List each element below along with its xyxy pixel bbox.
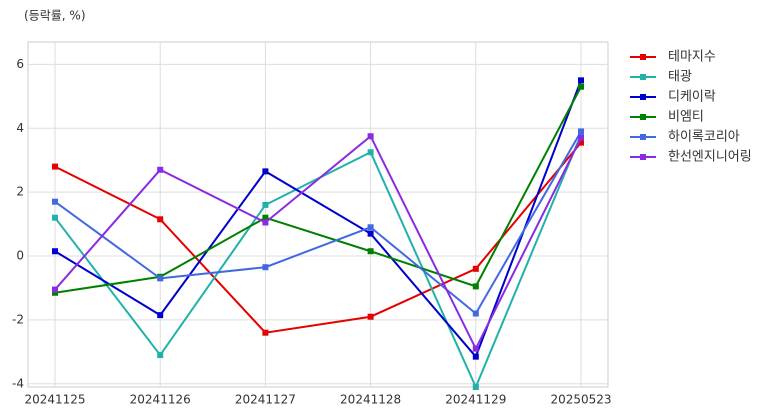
x-tick-label: 20241125 xyxy=(24,393,85,407)
legend-label: 비엠티 xyxy=(668,110,704,125)
series-line xyxy=(54,86,582,294)
point xyxy=(262,219,269,226)
point xyxy=(367,149,374,156)
point xyxy=(472,384,479,390)
point xyxy=(472,283,479,290)
x-tick-label: 20241127 xyxy=(235,393,296,407)
x-tick-label: 20241126 xyxy=(130,393,191,407)
legend-label: 하이록코리아 xyxy=(668,130,740,145)
point xyxy=(157,275,164,282)
point xyxy=(367,224,374,231)
point xyxy=(262,168,269,175)
legend-marker xyxy=(640,94,646,100)
legend-label: 태광 xyxy=(668,70,692,85)
point xyxy=(262,264,269,271)
point xyxy=(52,198,58,205)
chart-title: (등락률, %) xyxy=(24,9,86,23)
y-tick-label: -2 xyxy=(12,312,24,326)
point xyxy=(157,312,164,319)
point xyxy=(52,289,58,296)
point xyxy=(367,133,374,140)
point xyxy=(52,214,58,221)
point xyxy=(262,329,269,336)
point xyxy=(472,353,479,360)
series-line xyxy=(54,141,582,334)
legend-marker xyxy=(640,114,646,120)
point xyxy=(52,163,58,170)
series-line xyxy=(54,134,582,390)
legend-marker xyxy=(640,154,646,160)
series-line xyxy=(54,79,582,359)
x-tick-label: 20241128 xyxy=(340,393,401,407)
point xyxy=(472,265,479,272)
y-tick-label: 6 xyxy=(16,57,24,71)
point xyxy=(262,214,269,221)
y-tick-label: 4 xyxy=(16,121,24,135)
point xyxy=(578,77,584,84)
point xyxy=(367,248,374,255)
legend-label: 테마지수 xyxy=(668,50,716,65)
point xyxy=(578,131,584,138)
point xyxy=(578,128,584,135)
point xyxy=(52,286,58,293)
plot-frame xyxy=(27,41,609,388)
point xyxy=(52,248,58,255)
point xyxy=(472,310,479,317)
point xyxy=(367,230,374,237)
legend-marker xyxy=(640,54,646,60)
point xyxy=(578,134,584,141)
point xyxy=(157,166,164,173)
x-tick-label: 20250523 xyxy=(550,393,611,407)
y-tick-label: 0 xyxy=(16,249,24,263)
point xyxy=(578,83,584,90)
point xyxy=(262,201,269,208)
y-tick-label: 2 xyxy=(16,185,24,199)
point xyxy=(367,313,374,320)
point xyxy=(472,345,479,352)
legend-marker xyxy=(640,74,646,80)
point xyxy=(157,216,164,223)
legend-marker xyxy=(640,134,646,140)
series-line xyxy=(54,130,582,316)
point xyxy=(578,139,584,146)
series-line xyxy=(54,134,582,351)
y-tick-label: -4 xyxy=(12,376,24,390)
legend-label: 디케이락 xyxy=(668,90,716,105)
legend-label: 한선엔지니어링 xyxy=(668,150,752,165)
point xyxy=(157,352,164,359)
x-tick-label: 20241129 xyxy=(445,393,506,407)
